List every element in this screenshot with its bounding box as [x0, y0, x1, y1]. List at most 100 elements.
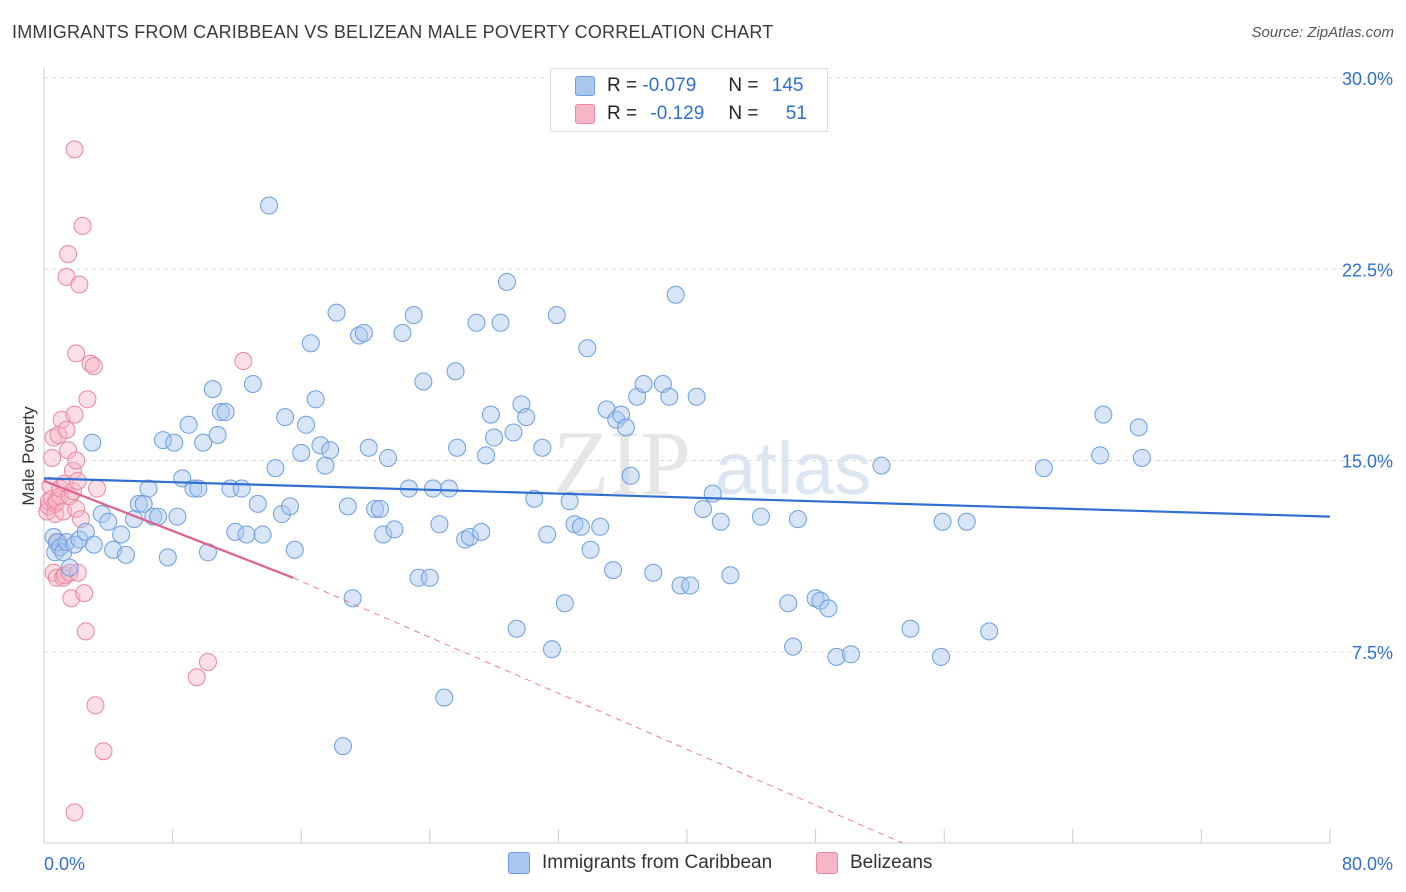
- caribbean-point: [327, 303, 346, 322]
- caribbean-point: [237, 525, 256, 544]
- caribbean-point: [448, 438, 467, 457]
- belizeans-point: [86, 696, 105, 715]
- belizeans-point: [43, 448, 62, 467]
- y-tick-label: 7.5%: [1352, 643, 1393, 663]
- caribbean-point: [467, 313, 486, 332]
- caribbean-point: [370, 499, 389, 518]
- caribbean-point: [980, 622, 999, 641]
- legend-r-value: -0.079: [642, 75, 697, 96]
- belizeans-trend-line: [43, 479, 294, 579]
- caribbean-point: [253, 525, 272, 544]
- y-tick-label: 30.0%: [1342, 69, 1393, 89]
- caribbean-point: [721, 566, 740, 585]
- caribbean-point: [681, 576, 700, 595]
- belizeans-point: [57, 420, 76, 439]
- caribbean-point: [931, 647, 950, 666]
- caribbean-point: [604, 561, 623, 580]
- belizeans-point: [78, 390, 97, 409]
- legend-r-label: R =: [607, 103, 638, 124]
- caribbean-point: [316, 456, 335, 475]
- caribbean-point: [112, 525, 131, 544]
- caribbean-point: [280, 497, 299, 516]
- caribbean-point: [70, 530, 89, 549]
- caribbean-point: [306, 390, 325, 409]
- caribbean-point: [660, 387, 679, 406]
- caribbean-point: [485, 428, 504, 447]
- belizeans-point: [67, 499, 86, 518]
- caribbean-point: [248, 494, 267, 513]
- belizeans-point: [67, 451, 86, 470]
- caribbean-point: [751, 507, 770, 526]
- caribbean-point: [292, 443, 311, 462]
- caribbean-point: [301, 334, 320, 353]
- belizeans-point: [187, 668, 206, 687]
- belizeans-point: [88, 479, 107, 498]
- caribbean-point: [116, 545, 135, 564]
- caribbean-point: [872, 456, 891, 475]
- caribbean-point: [84, 535, 103, 554]
- belizeans-trend-extension: [292, 577, 903, 844]
- caribbean-point: [83, 433, 102, 452]
- caribbean-point: [374, 525, 393, 544]
- caribbean-point: [260, 196, 279, 215]
- caribbean-point: [311, 436, 330, 455]
- caribbean-point: [481, 405, 500, 424]
- legend-swatch-blue: [575, 76, 595, 96]
- caribbean-point: [591, 517, 610, 536]
- source-label: Source: ZipAtlas.com: [1251, 24, 1394, 41]
- legend-r-value: -0.129: [650, 103, 705, 124]
- x-tick-label: 0.0%: [44, 854, 85, 874]
- belizeans-point: [70, 275, 89, 294]
- caribbean-point: [285, 540, 304, 559]
- caribbean-point: [1091, 446, 1110, 465]
- caribbean-point: [538, 525, 557, 544]
- caribbean-point: [607, 410, 626, 429]
- legend-item-caribbean[interactable]: Immigrants from Caribbean: [508, 852, 772, 874]
- legend-label-belizeans: Belizeans: [850, 852, 933, 873]
- caribbean-point: [581, 540, 600, 559]
- caribbean-point: [276, 408, 295, 427]
- caribbean-point: [517, 408, 536, 427]
- belizeans-point: [84, 357, 103, 376]
- caribbean-point: [297, 415, 316, 434]
- belizeans-point: [73, 216, 92, 235]
- legend-item-belizeans[interactable]: Belizeans: [816, 852, 932, 874]
- caribbean-point: [379, 448, 398, 467]
- belizeans-point: [65, 803, 84, 822]
- caribbean-point: [338, 497, 357, 516]
- caribbean-point: [216, 403, 235, 422]
- caribbean-point: [806, 589, 825, 608]
- caribbean-point: [359, 438, 378, 457]
- caribbean-point: [571, 517, 590, 536]
- caribbean-point: [385, 520, 404, 539]
- caribbean-point: [525, 489, 544, 508]
- caribbean-point: [703, 484, 722, 503]
- legend-swatch-caribbean: [508, 852, 530, 874]
- caribbean-point: [779, 594, 798, 613]
- caribbean-point: [472, 522, 491, 541]
- caribbean-point: [430, 515, 449, 534]
- caribbean-point: [491, 313, 510, 332]
- caribbean-point: [350, 326, 369, 345]
- caribbean-point: [420, 568, 439, 587]
- legend-n-label: N =: [728, 75, 759, 96]
- belizeans-point: [68, 471, 87, 490]
- caribbean-point: [1132, 448, 1151, 467]
- legend-r-label: R =: [607, 75, 638, 96]
- caribbean-point: [60, 558, 79, 577]
- caribbean-point: [504, 423, 523, 442]
- legend-label-caribbean: Immigrants from Caribbean: [542, 852, 773, 873]
- caribbean-point: [616, 418, 635, 437]
- legend-row-belizeans: R = -0.129 N = 51: [575, 101, 807, 127]
- caribbean-point: [555, 594, 574, 613]
- caribbean-point: [446, 362, 465, 381]
- caribbean-point: [711, 512, 730, 531]
- caribbean-point: [841, 645, 860, 664]
- grid-lines: [44, 77, 1392, 653]
- caribbean-point: [211, 403, 230, 422]
- belizeans-point: [234, 352, 253, 371]
- belizeans-point: [94, 742, 113, 761]
- series-legend: Immigrants from Caribbean Belizeans: [0, 852, 1406, 878]
- caribbean-point: [99, 512, 118, 531]
- legend-n-label: N =: [728, 103, 759, 124]
